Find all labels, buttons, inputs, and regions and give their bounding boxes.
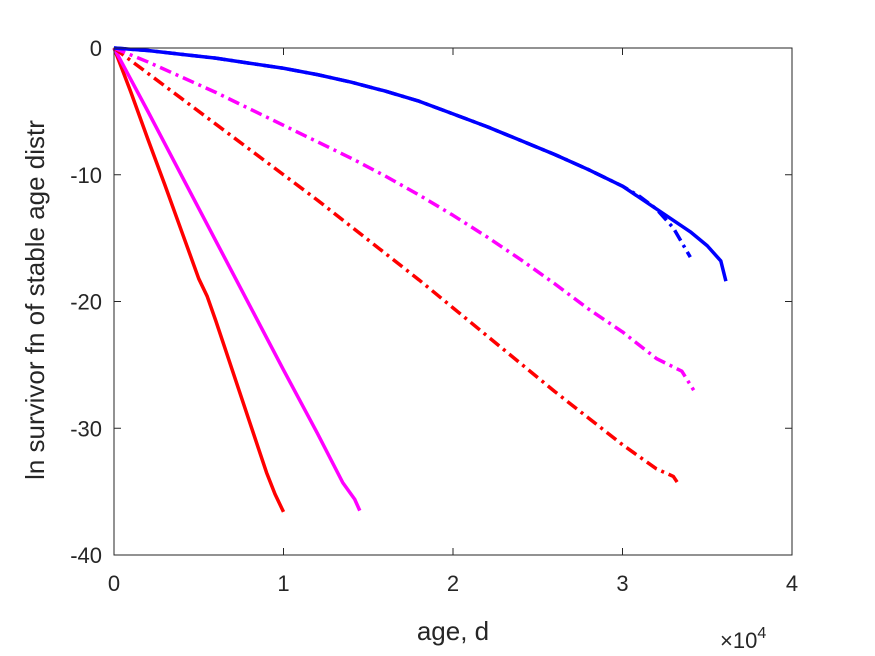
series-line-4 [113, 46, 696, 392]
x-axis-exponent-power: 4 [757, 625, 766, 642]
y-tick-label: -30 [70, 416, 102, 441]
y-tick-label: -10 [70, 163, 102, 188]
x-tick-label: 4 [786, 571, 798, 596]
x-tick-label: 1 [277, 571, 289, 596]
series-line-3 [112, 46, 680, 485]
x-axis-exponent: ×104 [720, 625, 766, 653]
tick-layer: 0 1 2 3 4 0 -10 -20 -30 -40 [70, 36, 798, 596]
x-tick-label: 2 [447, 571, 459, 596]
x-tick-label: 3 [616, 571, 628, 596]
series-layer [112, 46, 728, 513]
x-axis-exponent-base: ×10 [720, 628, 757, 653]
series-line-6 [113, 46, 728, 282]
x-axis-label: age, d [417, 616, 489, 646]
x-tick-label: 0 [108, 571, 120, 596]
y-tick-label: -20 [70, 290, 102, 315]
y-axis-label: ln survivor fn of stable age distr [20, 120, 50, 480]
series-line-2 [112, 47, 362, 512]
series-line-1 [112, 47, 286, 513]
y-tick-label: 0 [90, 36, 102, 61]
y-tick-label: -40 [70, 543, 102, 568]
